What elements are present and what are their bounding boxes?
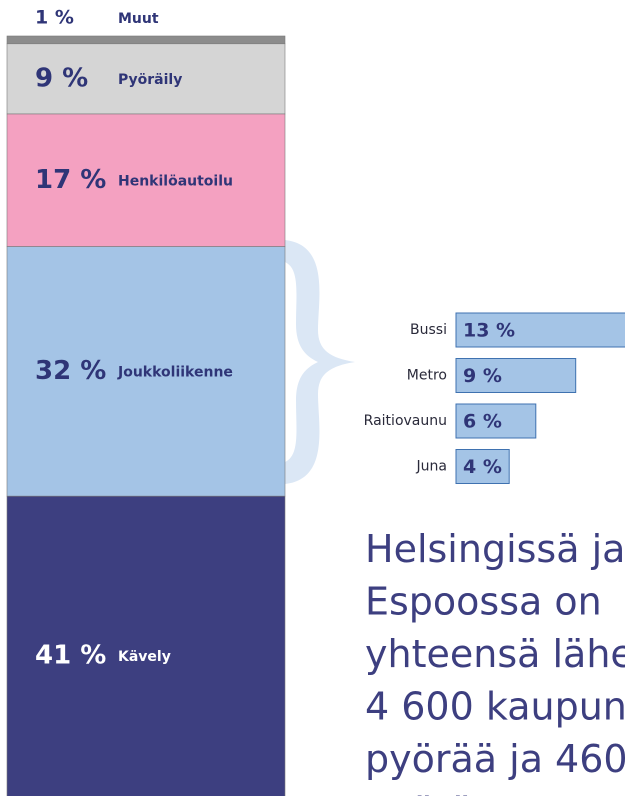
segment	[6, 246, 286, 497]
value-label: 17 %	[35, 165, 106, 195]
annotation-line: yhteensä lähes	[365, 632, 625, 676]
bar	[455, 449, 510, 484]
annotation-line: Espoossa on	[365, 580, 602, 624]
value-label: 13 %	[463, 320, 515, 342]
value-label: 9 %	[35, 63, 88, 93]
value-label: 6 %	[463, 411, 502, 433]
value-label: 41 %	[35, 641, 106, 671]
segment-name: Pyöräily	[118, 72, 182, 88]
category-label: Metro	[407, 368, 447, 384]
annotation-line: Helsingissä ja	[365, 527, 625, 571]
value-label: 32 %	[35, 356, 106, 386]
annotation-line: pyörää ja 460	[365, 737, 625, 781]
annotation-line: pyöräasemaa.	[365, 790, 625, 796]
bar	[455, 358, 577, 393]
segment	[6, 35, 286, 45]
segment-name: Kävely	[118, 649, 171, 665]
value-label: 9 %	[463, 365, 502, 387]
brace	[285, 240, 355, 484]
segment-name: Muut	[118, 11, 159, 27]
value-label: 4 %	[463, 456, 502, 478]
segment-name: Joukkoliikenne	[117, 364, 233, 380]
segment	[6, 113, 286, 247]
bar	[455, 403, 537, 439]
annotation-line: 4 600 kaupunki-	[365, 685, 625, 729]
category-label: Juna	[416, 459, 447, 475]
category-label: Bussi	[410, 322, 447, 338]
segment	[6, 43, 286, 115]
segment-name: Henkilöautoilu	[118, 173, 233, 189]
bar	[455, 312, 625, 348]
category-label: Raitiovaunu	[364, 413, 447, 429]
segment	[6, 495, 286, 796]
value-label: 1 %	[35, 7, 74, 29]
